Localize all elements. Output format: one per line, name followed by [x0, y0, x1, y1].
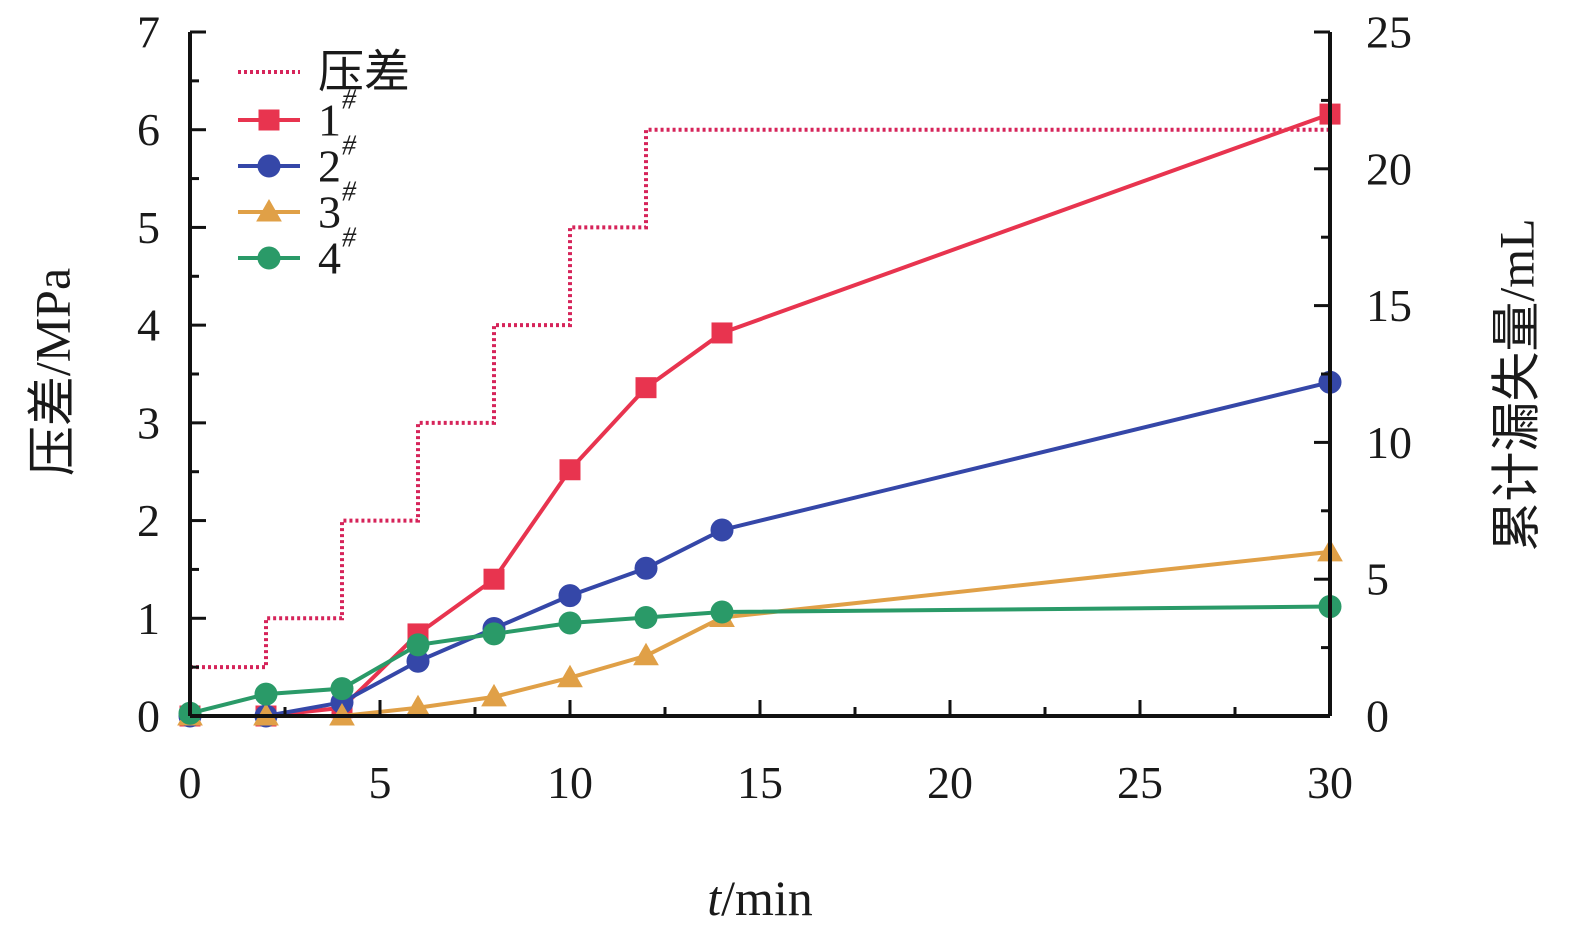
legend-series-2-superscript: # [342, 131, 357, 162]
y-left-tick-label: 4 [137, 300, 160, 351]
series-1-point [635, 377, 657, 399]
y-right-tick-label: 0 [1366, 691, 1389, 742]
x-tick-label: 10 [547, 757, 593, 808]
series-4-point [558, 611, 582, 635]
legend-series-2-marker [257, 154, 281, 178]
series-1-point [483, 568, 505, 590]
x-tick-label: 0 [179, 757, 202, 808]
x-axis-title-variable: t [707, 870, 722, 926]
y-left-axis-title: 压差/MPa [24, 268, 80, 476]
y-left-tick-label: 7 [137, 7, 160, 58]
series-4-point [634, 606, 658, 630]
series-2-point [710, 518, 734, 542]
y-left-tick-label: 3 [137, 397, 160, 448]
series-4-point [254, 682, 278, 706]
series-4-point [406, 633, 430, 657]
y-right-tick-label: 15 [1366, 280, 1412, 331]
y-left-tick-label: 1 [137, 593, 160, 644]
pressure-step-line [190, 127, 1330, 670]
series-4-point [710, 600, 734, 624]
x-tick-label: 15 [737, 757, 783, 808]
series-3-point [557, 664, 583, 688]
plot-area [177, 103, 1343, 728]
legend-series-4-label: 4 [318, 233, 341, 284]
x-tick-label: 25 [1117, 757, 1163, 808]
legend-series-2-label: 2 [318, 141, 341, 192]
series-4-point [482, 622, 506, 646]
legend-pressure-label: 压差 [318, 47, 410, 98]
x-tick-label: 30 [1307, 757, 1353, 808]
y-right-axis-title: 累计漏失量/mL [1488, 218, 1544, 551]
x-tick-label: 5 [369, 757, 392, 808]
series-4-point [330, 677, 354, 701]
series-2-point [634, 556, 658, 580]
legend-series-3-superscript: # [342, 177, 357, 208]
series-1-line [190, 112, 1331, 718]
series-4-line [189, 604, 1331, 716]
series-3-point [481, 683, 507, 707]
legend-series-3-label: 3 [318, 187, 341, 238]
legend-series-1-superscript: # [342, 85, 357, 116]
series-2-line [190, 380, 1331, 718]
x-axis-title-unit: /min [721, 870, 813, 926]
y-left-tick-label: 6 [137, 104, 160, 155]
series-2-point [558, 584, 582, 608]
y-right-tick-label: 5 [1366, 554, 1389, 605]
legend-series-4-marker [257, 246, 281, 270]
legend-series-3-marker [256, 198, 282, 222]
y-left-tick-label: 0 [137, 691, 160, 742]
series-1-point [559, 459, 581, 481]
x-tick-label: 20 [927, 757, 973, 808]
y-right-tick-label: 20 [1366, 143, 1412, 194]
series-3-point [633, 642, 659, 666]
series-2 [178, 370, 1342, 728]
legend-series-1-marker [258, 109, 280, 131]
legend: 压差1 #2 #3 #4 # [238, 47, 410, 284]
x-axis-title: t/min [707, 870, 813, 926]
legend-series-1-label: 1 [318, 95, 341, 146]
series-1-point [711, 322, 733, 344]
y-right-tick-label: 25 [1366, 7, 1412, 58]
y-left-tick-label: 5 [137, 202, 160, 253]
y-left-tick-label: 2 [137, 495, 160, 546]
y-right-tick-label: 10 [1366, 417, 1412, 468]
legend-series-4-superscript: # [342, 223, 357, 254]
